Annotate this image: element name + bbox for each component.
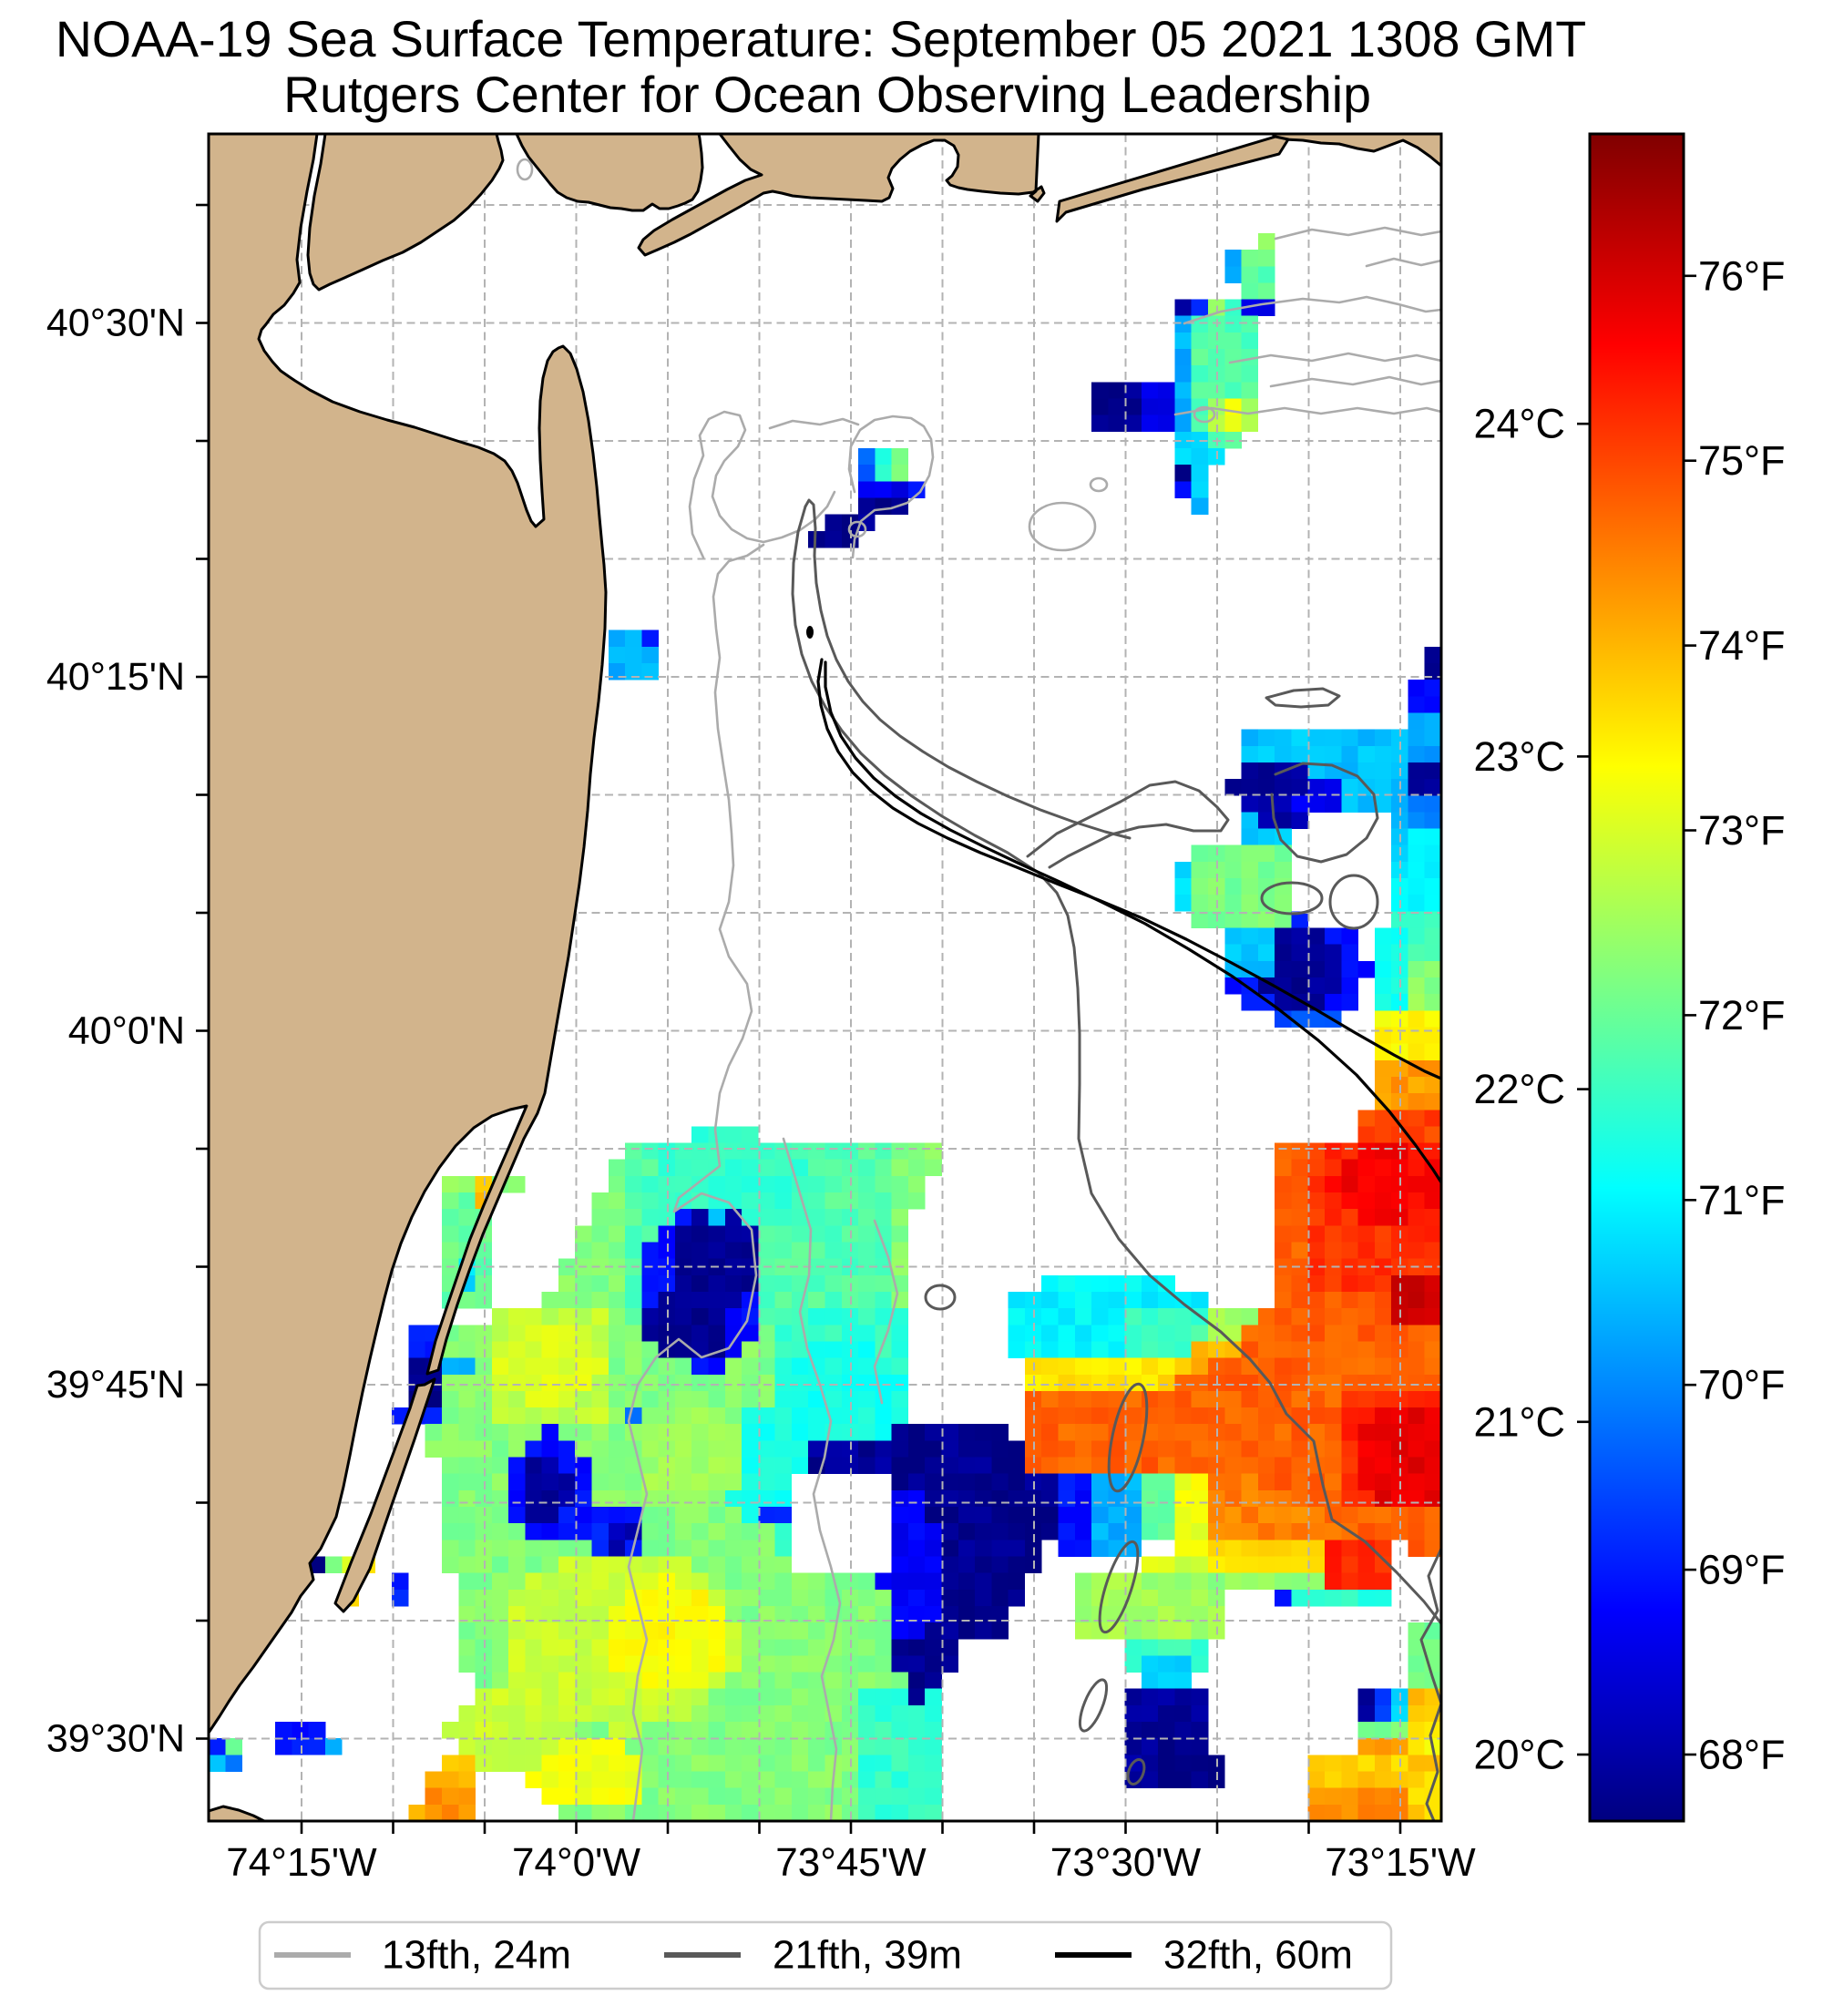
svg-text:74°0'W: 74°0'W (512, 1840, 640, 1885)
svg-text:13fth, 24m: 13fth, 24m (382, 1933, 571, 1978)
svg-text:32fth, 60m: 32fth, 60m (1163, 1933, 1353, 1978)
svg-text:40°30'N: 40°30'N (46, 302, 185, 345)
svg-text:73°30'W: 73°30'W (1050, 1840, 1202, 1885)
svg-text:75°F: 75°F (1698, 437, 1786, 484)
svg-text:Rutgers Center for Ocean Obser: Rutgers Center for Ocean Observing Leade… (283, 67, 1371, 123)
svg-text:20°C: 20°C (1473, 1732, 1565, 1778)
svg-text:73°F: 73°F (1698, 807, 1786, 854)
svg-text:72°F: 72°F (1698, 992, 1786, 1039)
svg-text:73°45'W: 73°45'W (775, 1840, 927, 1885)
svg-text:23°C: 23°C (1473, 733, 1565, 780)
svg-text:NOAA-19 Sea Surface Temperatur: NOAA-19 Sea Surface Temperature: Septemb… (56, 11, 1586, 67)
svg-text:39°45'N: 39°45'N (46, 1363, 185, 1407)
svg-text:73°15'W: 73°15'W (1325, 1840, 1476, 1885)
svg-text:70°F: 70°F (1698, 1362, 1786, 1408)
svg-text:68°F: 68°F (1698, 1732, 1786, 1778)
svg-text:74°15'W: 74°15'W (226, 1840, 377, 1885)
svg-text:24°C: 24°C (1473, 401, 1565, 447)
svg-text:22°C: 22°C (1473, 1066, 1565, 1112)
svg-text:74°F: 74°F (1698, 622, 1786, 669)
svg-text:21fth, 39m: 21fth, 39m (773, 1933, 962, 1978)
svg-text:21°C: 21°C (1473, 1398, 1565, 1445)
svg-text:71°F: 71°F (1698, 1177, 1786, 1223)
svg-text:76°F: 76°F (1698, 252, 1786, 299)
svg-text:39°30'N: 39°30'N (46, 1717, 185, 1761)
svg-text:40°0'N: 40°0'N (68, 1009, 185, 1053)
svg-text:69°F: 69°F (1698, 1547, 1786, 1593)
svg-text:40°15'N: 40°15'N (46, 655, 185, 699)
